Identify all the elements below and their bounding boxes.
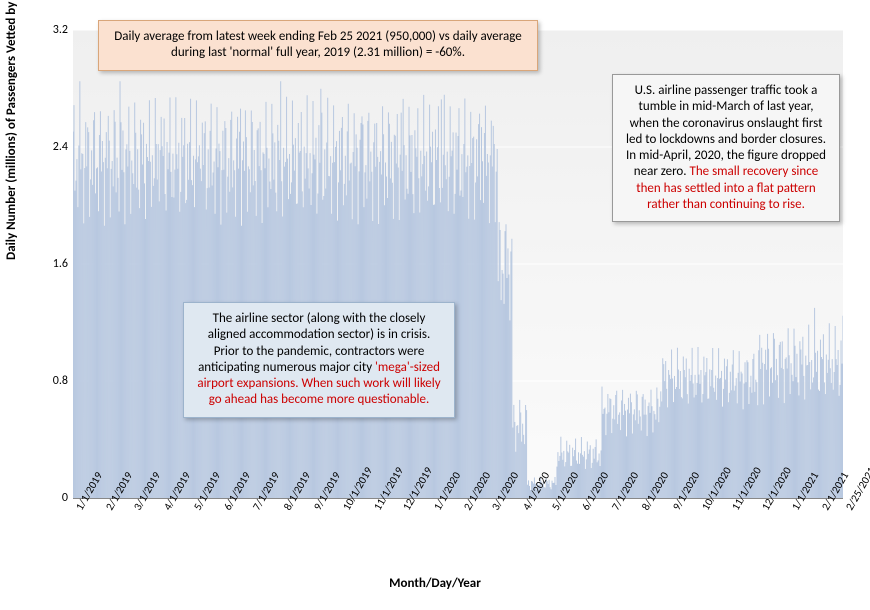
y-axis-label: Daily Number (millions) of Passengers Ve… (4, 0, 19, 260)
annotation-top-text: Daily average from latest week ending Fe… (114, 29, 522, 60)
tsa-passenger-chart: Daily Number (millions) of Passengers Ve… (0, 0, 870, 610)
x-tick: 2/25/2021 (843, 465, 870, 513)
annotation-mid: The airline sector (along with the close… (183, 302, 455, 418)
y-tick: 2.4 (40, 140, 68, 154)
y-tick: 3.2 (40, 23, 68, 37)
y-tick: 0 (40, 491, 68, 505)
y-tick: 1.6 (40, 257, 68, 271)
annotation-top: Daily average from latest week ending Fe… (98, 20, 538, 71)
x-axis-label: Month/Day/Year (0, 576, 870, 591)
y-tick: 0.8 (40, 374, 68, 388)
annotation-right: U.S. airline passenger traffic took a tu… (612, 74, 840, 222)
